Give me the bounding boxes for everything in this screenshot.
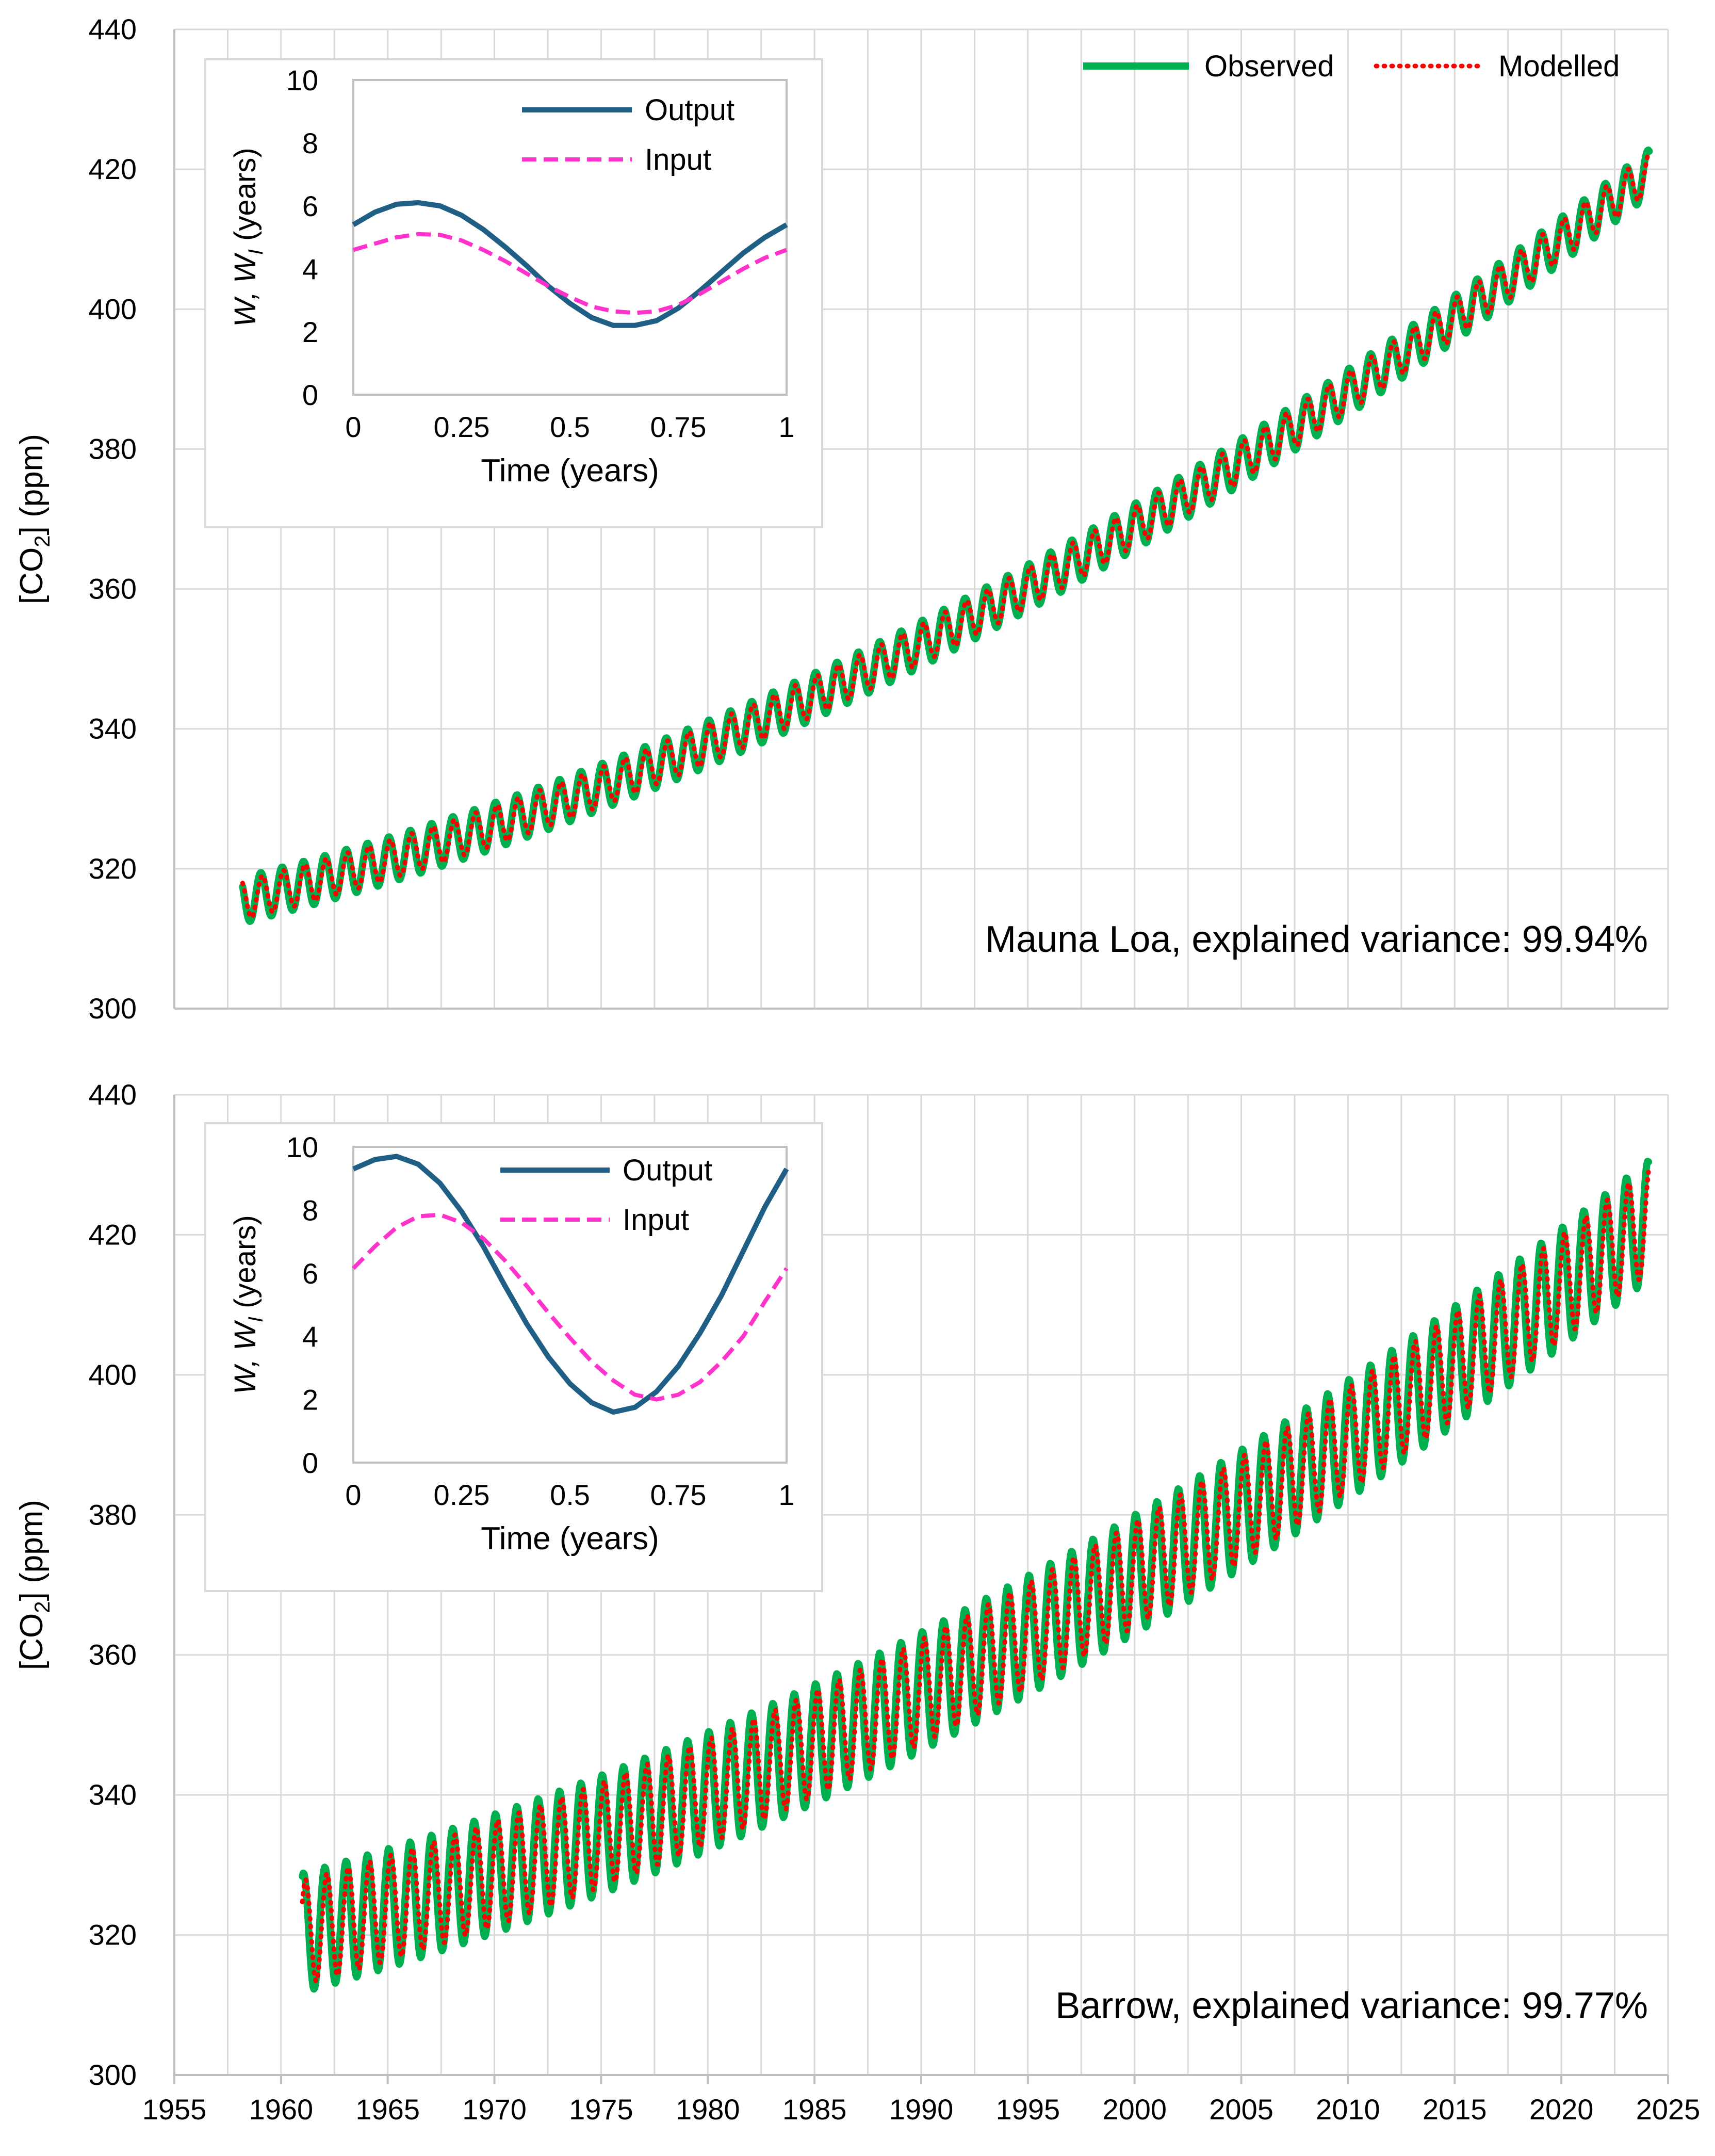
inset-y-tick-label: 6: [302, 190, 318, 222]
inset-y-tick-label: 8: [302, 127, 318, 159]
inset-y-tick-label: 6: [302, 1257, 318, 1290]
x-tick-label: 1975: [569, 2093, 633, 2126]
inset-y-axis-label-main: W, W: [228, 252, 262, 327]
y-tick-label: 400: [89, 293, 137, 325]
inset-x-tick-label: 0.75: [650, 411, 707, 443]
inset-x-axis-label: Time (years): [481, 453, 659, 489]
inset-y-axis-label-main: W, W: [228, 1320, 262, 1395]
explained-variance-annotation: Barrow, explained variance: 99.77%: [1055, 1985, 1648, 2027]
modelled-series-line: [240, 150, 1652, 920]
inset-legend: Output Input: [500, 1154, 712, 1237]
inset-y-tick-label: 10: [286, 1131, 318, 1163]
inset-y-tick-label: 0: [302, 1447, 318, 1479]
legend-modelled-label: Modelled: [1498, 50, 1620, 83]
inset-input-line: [352, 1212, 789, 1402]
x-tick-label: 2005: [1209, 2093, 1273, 2126]
y-tick-label: 380: [89, 1498, 137, 1531]
x-tick-label: 1970: [462, 2093, 527, 2126]
y-tick-label: 300: [89, 2058, 137, 2091]
y-axis-label-tail: ] (ppm): [14, 434, 50, 535]
inset-legend-output-label: Output: [623, 1154, 712, 1187]
inset-x-tick-label: 1: [778, 411, 794, 443]
y-tick-label: 300: [89, 992, 137, 1025]
x-tick-label: 1965: [355, 2093, 420, 2126]
y-tick-label: 440: [89, 1078, 137, 1111]
inset-y-tick-label: 0: [302, 379, 318, 411]
modelled-series-line: [300, 1170, 1651, 1984]
y-tick-label: 420: [89, 1218, 137, 1251]
x-tick-label: 1980: [676, 2093, 740, 2126]
inset-x-tick-label: 1: [778, 1479, 794, 1511]
y-axis-label-subscript: 2: [30, 1601, 54, 1613]
y-axis-label: [CO2] (ppm): [14, 434, 54, 604]
inset-frame: [204, 1122, 823, 1592]
inset-x-tick-label: 0.5: [550, 1479, 590, 1511]
y-tick-label: 380: [89, 432, 137, 465]
inset-y-tick-label: 4: [302, 253, 318, 285]
inset-y-tick-label: 2: [302, 316, 318, 348]
inset-x-tick-label: 0.5: [550, 411, 590, 443]
y-tick-label: 340: [89, 1778, 137, 1811]
x-tick-label: 2000: [1102, 2093, 1167, 2126]
inset-legend: Output Input: [522, 93, 734, 176]
inset-x-tick-label: 0.25: [434, 411, 490, 443]
x-tick-label: 1990: [889, 2093, 954, 2126]
y-tick-label: 320: [89, 1919, 137, 1951]
inset-y-tick-label: 4: [302, 1320, 318, 1353]
inset-plot-border: [352, 1146, 788, 1464]
y-axis-label: [CO2] (ppm): [14, 1500, 54, 1670]
legend-observed-label: Observed: [1204, 50, 1334, 83]
x-tick-label: 1960: [249, 2093, 314, 2126]
inset-legend-output-label: Output: [645, 93, 734, 127]
inset-x-tick-label: 0: [345, 411, 361, 443]
y-axis-label-subscript: 2: [30, 535, 54, 547]
inset-plot-border: [352, 79, 788, 396]
inset-y-axis-label: W, WI (years): [228, 148, 267, 327]
inset-y-tick-label: 8: [302, 1194, 318, 1226]
y-axis-label-tail: ] (ppm): [14, 1500, 50, 1601]
y-tick-label: 440: [89, 13, 137, 45]
inset-x-tick-label: 0: [345, 1479, 361, 1511]
inset-x-tick-label: 0.25: [434, 1479, 490, 1511]
inset-y-tick-label: 2: [302, 1384, 318, 1416]
inset-y-axis-label-tail: (years): [228, 148, 262, 249]
y-tick-label: 360: [89, 1639, 137, 1671]
inset-x-tick-label: 0.75: [650, 1479, 707, 1511]
inset-legend-input-label: Input: [623, 1203, 689, 1237]
observed-series-line: [299, 1158, 1653, 1993]
inset-y-axis-label-tail: (years): [228, 1215, 262, 1317]
y-tick-label: 320: [89, 852, 137, 885]
inset-output-line: [352, 1154, 789, 1415]
y-tick-label: 420: [89, 153, 137, 185]
x-tick-label: 2010: [1316, 2093, 1380, 2126]
inset-chart: 0 2 4 6 8 10 0 0.25 0.5 0.75 1 Time (years) W, WI (y…: [204, 1122, 823, 1592]
x-tick-label: 2015: [1423, 2093, 1487, 2126]
y-tick-label: 360: [89, 573, 137, 605]
inset-output-line: [352, 200, 788, 328]
x-tick-label: 1995: [996, 2093, 1060, 2126]
inset-y-tick-label: 10: [286, 64, 318, 96]
x-tick-label: 1985: [782, 2093, 847, 2126]
x-tick-label: 2025: [1636, 2093, 1701, 2126]
y-tick-label: 400: [89, 1358, 137, 1391]
inset-y-axis-label-subscript: I: [244, 1317, 267, 1322]
inset-chart: 0 2 4 6 8 10 0 0.25 0.5 0.75 1 Time (years) W, WI (y…: [204, 58, 823, 528]
explained-variance-annotation: Mauna Loa, explained variance: 99.94%: [985, 919, 1648, 960]
x-tick-label: 1955: [142, 2093, 207, 2126]
inset-y-axis-label: W, WI (years): [228, 1215, 267, 1394]
main-legend: Observed Modelled: [1083, 50, 1620, 83]
inset-frame: [204, 58, 823, 528]
inset-input-line: [352, 232, 788, 315]
x-tick-label: 2020: [1529, 2093, 1594, 2126]
y-axis-label-main: [CO: [14, 1613, 50, 1670]
y-tick-label: 340: [89, 712, 137, 745]
inset-legend-input-label: Input: [645, 143, 711, 176]
inset-y-axis-label-subscript: I: [244, 249, 267, 255]
y-axis-label-main: [CO: [14, 547, 50, 604]
inset-x-axis-label: Time (years): [481, 1521, 659, 1557]
